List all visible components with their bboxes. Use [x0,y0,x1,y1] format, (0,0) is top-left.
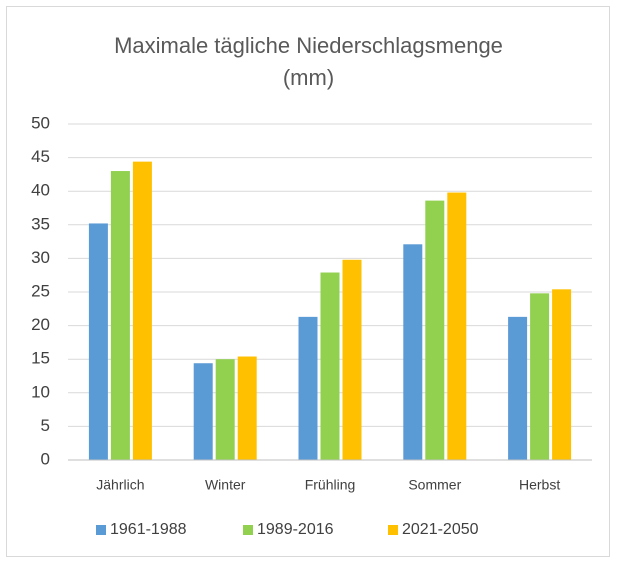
bar [298,316,318,460]
chart-title: Maximale tägliche Niederschlagsmenge (mm… [114,33,503,90]
y-tick-label: 25 [31,281,50,300]
legend-swatch [96,525,106,535]
bar [552,289,572,460]
legend-swatch [243,525,253,535]
x-tick-label: Frühling [305,477,356,493]
legend-label: 1961-1988 [110,521,187,538]
y-tick-label: 40 [31,181,50,200]
bar [237,356,257,460]
bar [403,244,423,460]
bar [342,259,362,460]
bar [215,359,235,460]
bar [88,223,108,460]
bar [110,171,130,461]
y-tick-label: 0 [41,449,50,468]
y-tick-label: 15 [31,349,50,368]
x-tick-label: Winter [205,477,246,493]
y-tick-label: 35 [31,214,50,233]
bar [320,272,340,460]
y-tick-label: 30 [31,248,50,267]
bar [508,316,528,460]
y-tick-label: 45 [31,147,50,166]
bar [193,363,213,460]
bar [132,161,152,460]
y-tick-label: 50 [31,113,50,132]
y-tick-label: 5 [41,416,50,435]
legend-label: 2021-2050 [402,521,479,538]
x-tick-label: Jährlich [96,477,144,493]
bar [530,293,550,460]
x-tick-label: Herbst [519,477,560,493]
chart-border [6,6,610,557]
bar [447,192,467,460]
y-tick-label: 20 [31,315,50,334]
bar [425,200,445,460]
legend-label: 1989-2016 [257,521,334,538]
legend-swatch [388,525,398,535]
y-tick-label: 10 [31,382,50,401]
x-tick-label: Sommer [408,477,461,493]
